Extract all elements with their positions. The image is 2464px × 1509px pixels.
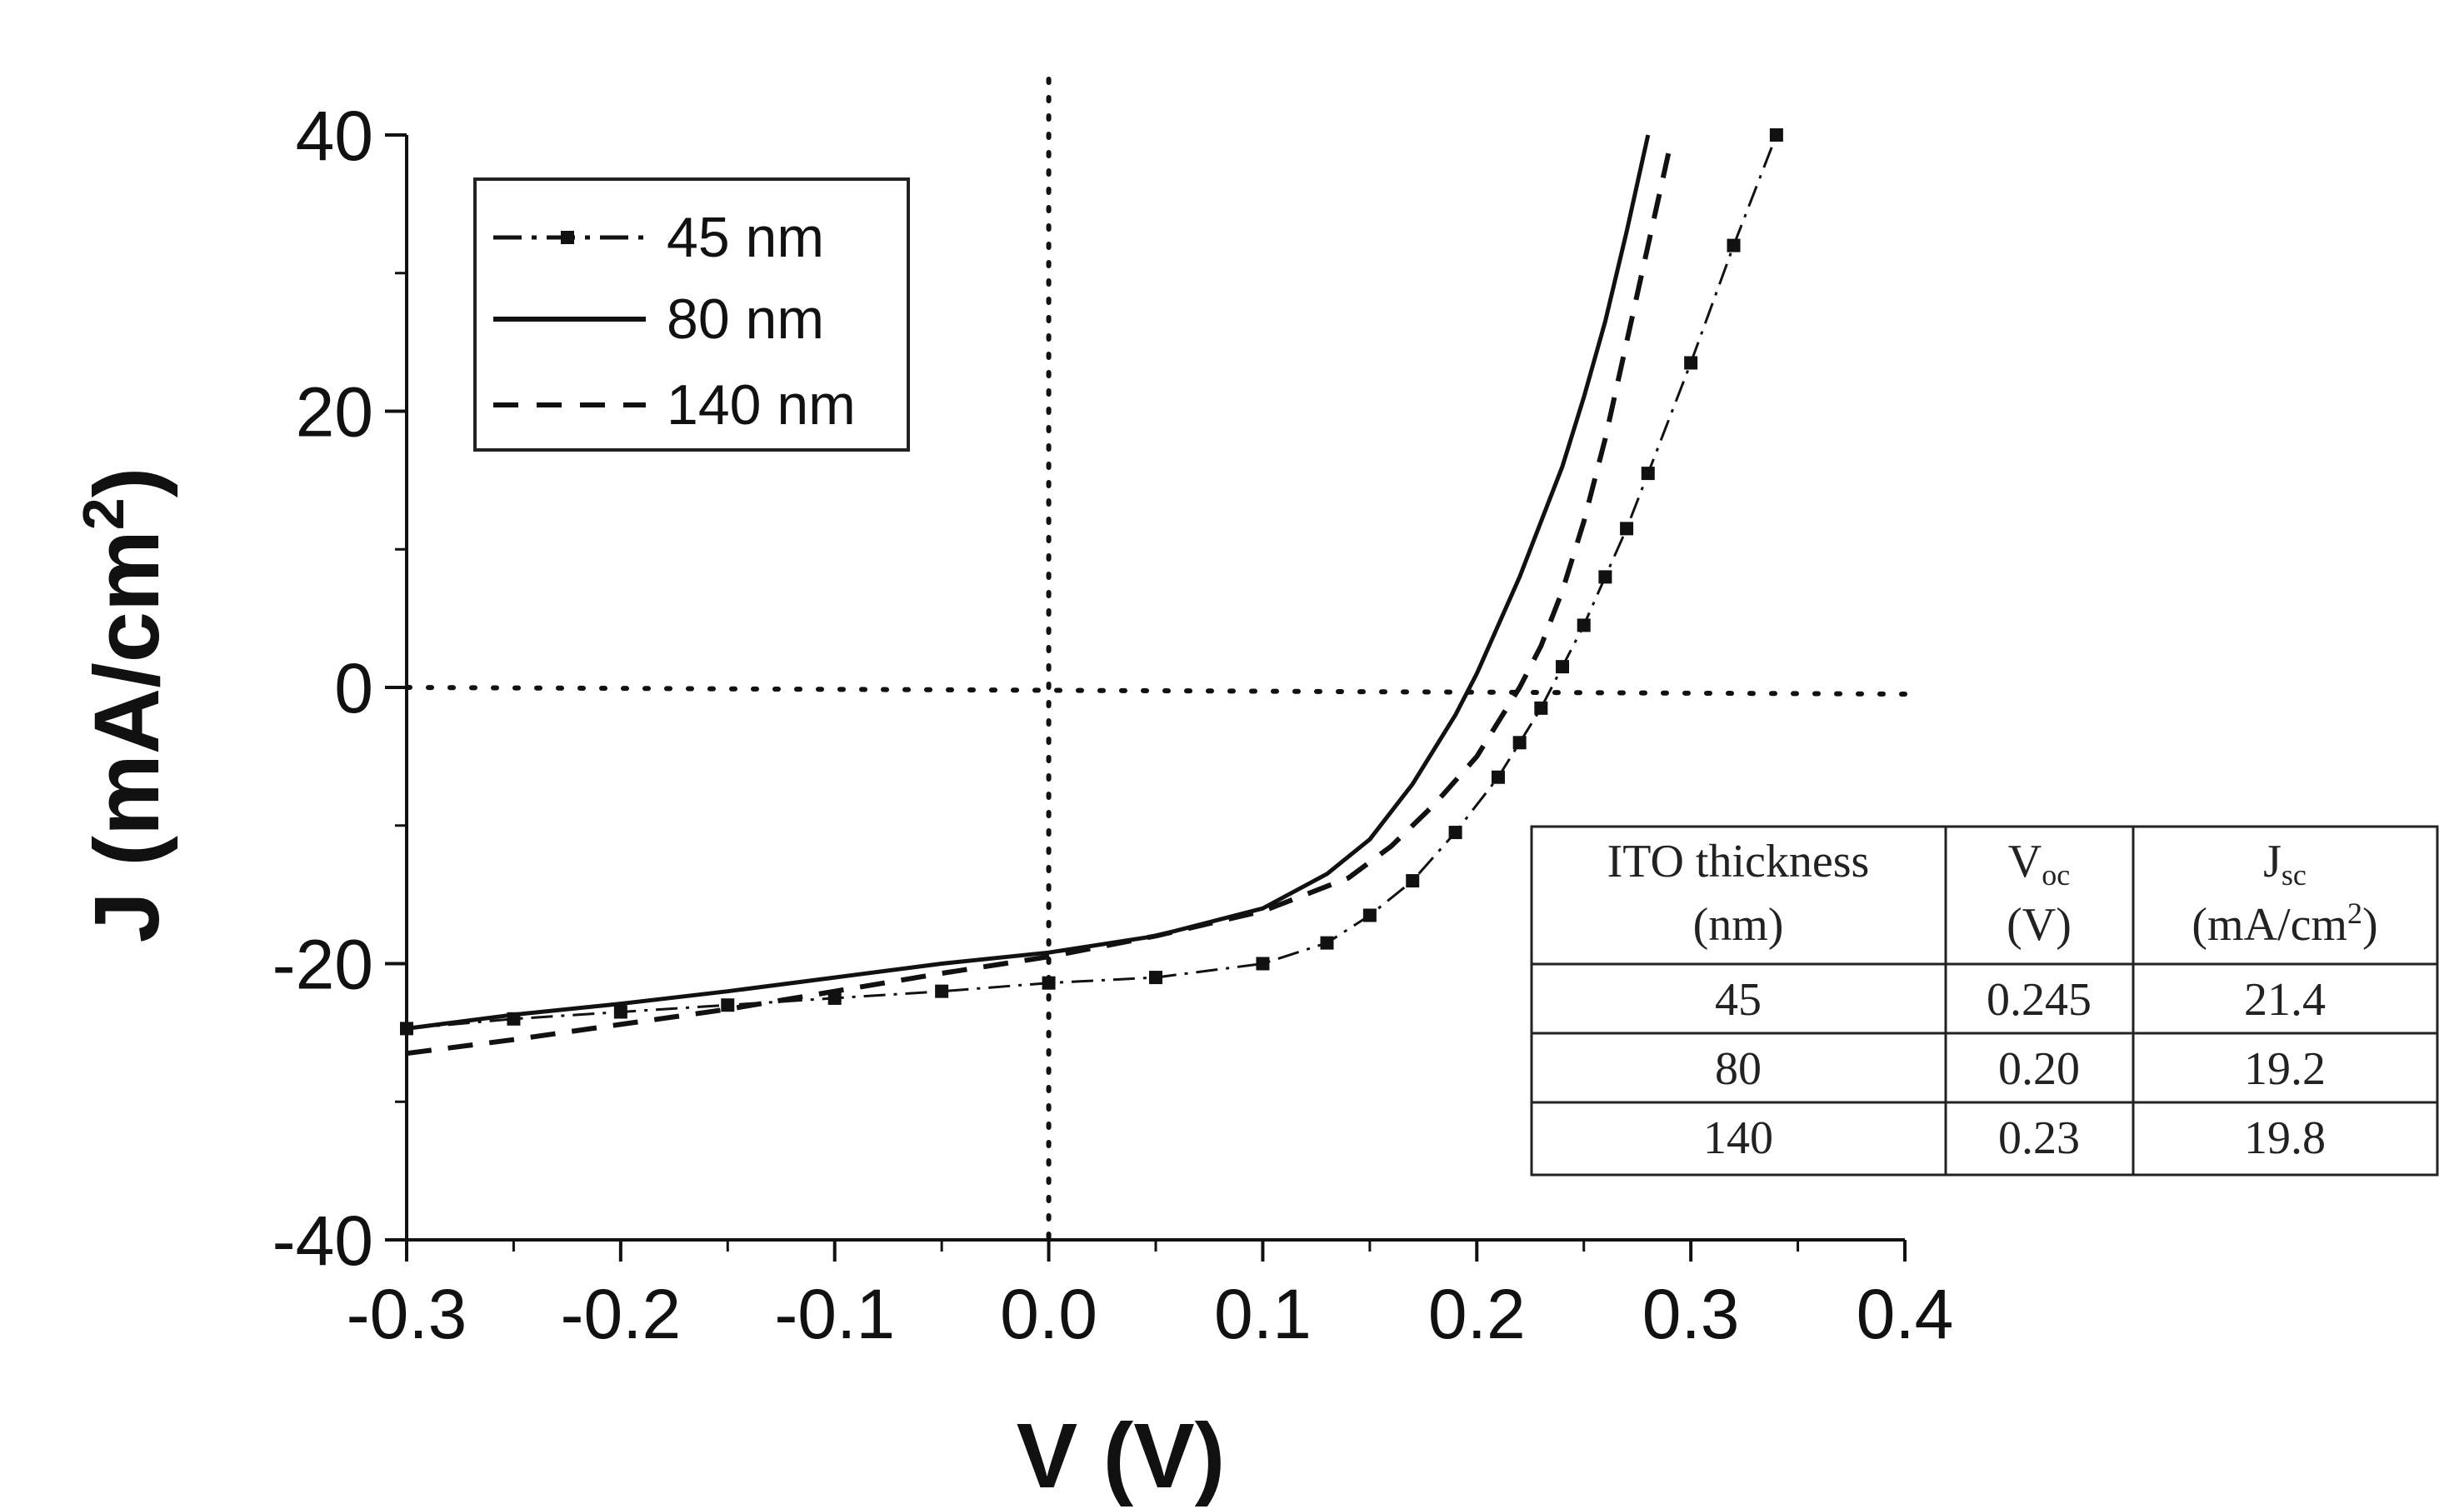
table-header-jsc-main: J (2263, 836, 2282, 887)
x-tick-label: 0.3 (1642, 1275, 1740, 1353)
x-tick-label: -0.3 (347, 1275, 467, 1353)
data-point-45nm (721, 998, 735, 1012)
data-point-45nm (1769, 128, 1783, 142)
data-point-45nm (1256, 957, 1270, 971)
data-point-45nm (1684, 356, 1698, 370)
table-cell: 0.245 (1987, 974, 2092, 1026)
table-header-jsc: Jsc (2263, 836, 2307, 892)
series-line-80nm (406, 134, 1651, 1031)
x-tick-label: -0.2 (560, 1275, 681, 1353)
y-tick-label: 40 (296, 97, 373, 175)
table-header-jsc-unit-sup: 2 (2347, 897, 2362, 930)
data-point-45nm (1042, 976, 1056, 990)
table-cell: 0.20 (1998, 1043, 2080, 1095)
data-point-45nm (1620, 522, 1634, 536)
data-point-45nm (1556, 660, 1570, 674)
y-axis-title: J (mA/cm2) (71, 467, 178, 943)
table-header-jsc-unit-close: ) (2362, 899, 2378, 951)
data-point-45nm (1534, 701, 1548, 715)
data-point-45nm (1362, 908, 1377, 922)
table-header-thickness: ITO thickness (1607, 836, 1870, 887)
reference-line-j0 (404, 685, 1907, 697)
table-header-voc-sub: oc (2042, 858, 2070, 892)
series-140nm (406, 147, 1672, 1057)
legend-item-80nm: 80 nm (493, 287, 824, 351)
data-point-45nm (1641, 467, 1655, 481)
x-tick-label: 0.2 (1428, 1275, 1526, 1353)
y-axis-title-sup: 2 (71, 497, 136, 530)
table-cell: 0.23 (1998, 1112, 2080, 1164)
table-cell: 19.8 (2244, 1112, 2326, 1164)
y-tick-label: -40 (272, 1202, 373, 1280)
series-layer (400, 128, 1783, 1057)
data-point-45nm (1727, 238, 1741, 252)
table-cell: 80 (1715, 1043, 1762, 1095)
data-point-45nm (1491, 770, 1505, 784)
plot-area: -0.3 -0.2 -0.1 0.0 0.1 0.2 0.3 0.4 -40 -20 0 20 40 (272, 77, 1954, 1353)
table-frame (1530, 825, 2439, 1177)
data-point-45nm (1149, 971, 1162, 985)
y-tick-label: 0 (334, 649, 373, 727)
data-point-45nm (827, 991, 842, 1005)
legend-item-45nm: 45 nm (493, 206, 824, 269)
legend-item-140nm: 140 nm (493, 373, 856, 437)
table-header-jsc-unit-main: (mA/cm (2192, 899, 2347, 951)
legend: 45 nm 80 nm 140 nm (473, 177, 910, 452)
legend-label-80nm: 80 nm (667, 287, 824, 351)
table-header-voc-unit: (V) (2007, 899, 2072, 951)
series-45nm (400, 128, 1783, 1036)
table-header-voc: Voc (2008, 836, 2070, 892)
x-tick-label: 0.4 (1857, 1275, 1954, 1353)
y-axis-title-close: ) (76, 467, 178, 498)
x-tick-label: -0.1 (774, 1275, 895, 1353)
y-axis-title-main: J (mA/cm (76, 530, 178, 942)
table-cell: 21.4 (2244, 974, 2326, 1026)
data-point-45nm (1406, 874, 1420, 888)
series-line-140nm (406, 147, 1672, 1057)
axes: -0.3 -0.2 -0.1 0.0 0.1 0.2 0.3 0.4 -40 -20 0 20 40 (272, 97, 1954, 1353)
data-point-45nm (1577, 618, 1591, 632)
data-point-45nm (935, 984, 949, 998)
data-point-45nm (1448, 826, 1462, 840)
data-point-45nm (1320, 936, 1334, 950)
x-tick-label: 0.1 (1214, 1275, 1312, 1353)
x-tick-label: 0.0 (1000, 1275, 1097, 1353)
x-axis-title: V (V) (1017, 1405, 1226, 1507)
series-80nm (406, 134, 1651, 1031)
legend-marker-45nm (561, 231, 574, 244)
y-tick-label: 20 (296, 373, 373, 452)
legend-label-45nm: 45 nm (667, 206, 824, 269)
table-header-thickness-unit: (nm) (1693, 899, 1784, 951)
data-point-45nm (1512, 736, 1527, 750)
table-header-voc-main: V (2008, 836, 2042, 887)
table-cell: 45 (1715, 974, 1762, 1026)
inset-table: ITO thickness (nm) Voc (V) Jsc (mA/cm2) … (1530, 825, 2439, 1177)
table-header-jsc-unit: (mA/cm2) (2192, 897, 2377, 951)
table-header-jsc-sub: sc (2282, 858, 2307, 892)
table-cell: 19.2 (2244, 1043, 2326, 1095)
legend-label-140nm: 140 nm (667, 373, 856, 437)
table-cell: 140 (1703, 1112, 1773, 1164)
data-point-45nm (1598, 570, 1612, 584)
y-tick-label: -20 (272, 926, 373, 1004)
data-point-45nm (613, 1005, 627, 1019)
